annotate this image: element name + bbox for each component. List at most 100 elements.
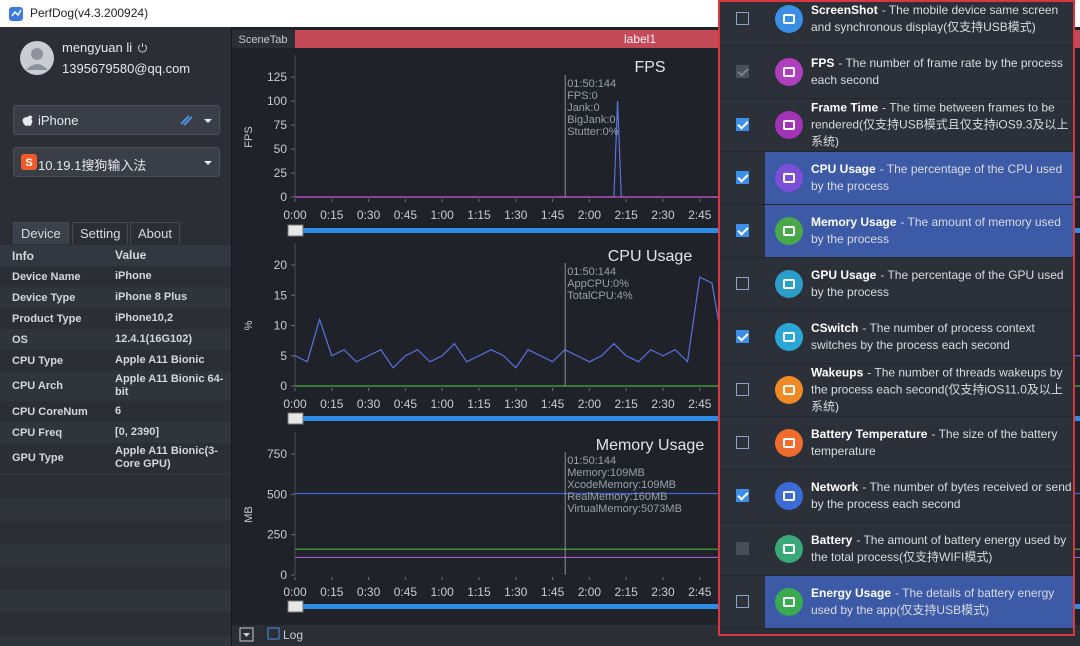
metric-name: Battery xyxy=(811,533,853,547)
row-highlight xyxy=(765,152,1073,204)
scroll-handle[interactable] xyxy=(287,224,304,237)
tooltip-line: Stutter:0% xyxy=(567,126,619,138)
x-tick-label: 2:30 xyxy=(651,208,675,222)
metric-description: - The size of the battery temperature xyxy=(811,427,1058,458)
x-tick-label: 2:00 xyxy=(578,397,602,411)
scroll-handle[interactable] xyxy=(287,600,304,613)
metric-row[interactable]: Battery Temperature - The size of the bat… xyxy=(720,417,1073,470)
scrollbar[interactable] xyxy=(300,604,1080,609)
log-label[interactable]: Log xyxy=(283,628,303,642)
y-tick-label: 75 xyxy=(274,118,288,132)
x-tick-label: 2:00 xyxy=(578,585,602,599)
scroll-handle[interactable] xyxy=(287,412,304,425)
y-tick-label: 125 xyxy=(267,70,287,84)
x-tick-label: 0:00 xyxy=(283,208,307,222)
metric-description: - The amount of battery energy used by t… xyxy=(811,533,1067,564)
metric-row[interactable]: Battery - The amount of battery energy us… xyxy=(720,523,1073,576)
y-tick-label: 100 xyxy=(267,94,287,108)
x-tick-label: 0:30 xyxy=(357,585,381,599)
metric-row[interactable]: ScreenShot - The mobile device same scree… xyxy=(720,2,1073,46)
check-mark xyxy=(737,171,749,183)
dropdown-arrow xyxy=(204,161,212,165)
checkbox[interactable] xyxy=(736,277,749,290)
metric-row[interactable]: Energy Usage - The details of battery ene… xyxy=(720,576,1073,629)
metric-row[interactable]: CSwitch - The number of process context s… xyxy=(720,311,1073,364)
y-tick-label: 0 xyxy=(280,568,287,582)
y-tick-label: 500 xyxy=(267,487,287,501)
checkbox[interactable] xyxy=(736,489,749,502)
info-value: 6 xyxy=(115,405,122,417)
x-tick-label: 2:15 xyxy=(614,397,638,411)
info-key: OS xyxy=(12,333,28,346)
tooltip-line: TotalCPU:4% xyxy=(567,290,633,302)
scrollbar[interactable] xyxy=(300,228,1080,233)
app-selector[interactable]: S 10.19.1搜狗输入法 xyxy=(13,147,220,177)
metric-icon xyxy=(775,429,803,457)
x-tick-label: 0:45 xyxy=(394,208,418,222)
y-axis-label: FPS xyxy=(243,126,255,147)
link-dropdown xyxy=(180,115,212,126)
icon-glyph xyxy=(783,279,795,289)
metric-text: Wakeups - The number of threads wakeups b… xyxy=(811,365,1073,416)
checkbox[interactable] xyxy=(736,330,749,343)
x-tick-label: 0:15 xyxy=(320,397,344,411)
y-tick-label: 15 xyxy=(274,288,288,302)
checkbox[interactable] xyxy=(736,118,749,131)
scene-tab[interactable]: SceneTab xyxy=(239,34,288,46)
scrollbar[interactable] xyxy=(300,416,1080,421)
metric-text: FPS - The number of frame rate by the pro… xyxy=(811,55,1073,89)
x-tick-label: 2:45 xyxy=(688,397,712,411)
icon-glyph xyxy=(783,597,795,607)
info-row: GPU Type Apple A11 Bionic(3-Core GPU) xyxy=(0,443,231,473)
metric-name: Battery Temperature xyxy=(811,427,928,441)
checkbox[interactable] xyxy=(736,224,749,237)
metric-icon xyxy=(775,482,803,510)
info-key: CPU Freq xyxy=(12,426,63,439)
metric-description: - The percentage of the CPU used by the … xyxy=(811,162,1063,193)
x-tick-label: 1:45 xyxy=(541,397,565,411)
chart-title: Memory Usage xyxy=(596,437,705,454)
metric-row[interactable]: Network - The number of bytes received or… xyxy=(720,470,1073,523)
checkbox[interactable] xyxy=(736,383,749,396)
tab[interactable]: About xyxy=(130,222,180,244)
checkbox[interactable] xyxy=(736,436,749,449)
info-value: iPhone 8 Plus xyxy=(115,291,188,303)
x-tick-label: 2:45 xyxy=(688,208,712,222)
log-checkbox[interactable] xyxy=(267,627,280,640)
metric-row[interactable]: FPS - The number of frame rate by the pro… xyxy=(720,46,1073,99)
metric-row[interactable]: Wakeups - The number of threads wakeups b… xyxy=(720,364,1073,417)
metric-row[interactable]: CPU Usage - The percentage of the CPU use… xyxy=(720,152,1073,205)
metric-icon xyxy=(775,111,803,139)
expand-button[interactable] xyxy=(239,627,254,642)
tooltip-time: 01:50:144 xyxy=(567,266,616,278)
tooltip-line: VirtualMemory:5073MB xyxy=(567,503,682,515)
metric-row[interactable]: GPU Usage - The percentage of the GPU use… xyxy=(720,258,1073,311)
metric-description: - The time between frames to be rendered… xyxy=(811,100,1069,149)
metric-name: ScreenShot xyxy=(811,3,878,17)
tooltip-time: 01:50:144 xyxy=(567,78,616,90)
label-title[interactable]: label1 xyxy=(624,32,656,46)
x-tick-label: 1:00 xyxy=(431,585,455,599)
y-tick-label: 5 xyxy=(280,349,287,363)
checkbox[interactable] xyxy=(736,171,749,184)
y-axis-label: MB xyxy=(243,506,255,523)
checkbox[interactable] xyxy=(736,595,749,608)
avatar[interactable] xyxy=(19,40,55,76)
x-tick-label: 2:45 xyxy=(688,585,712,599)
svg-text:S: S xyxy=(25,157,32,169)
metric-row[interactable]: Frame Time - The time between frames to b… xyxy=(720,99,1073,152)
y-tick-label: 0 xyxy=(280,379,287,393)
metric-description: - The number of process context switches… xyxy=(811,321,1035,352)
device-selector[interactable]: iPhone xyxy=(13,105,220,135)
y-tick-label: 25 xyxy=(274,166,288,180)
y-tick-label: 0 xyxy=(280,190,287,204)
metric-text: Frame Time - The time between frames to b… xyxy=(811,100,1073,151)
tab[interactable]: Setting xyxy=(72,222,129,244)
tab[interactable]: Device xyxy=(13,222,69,244)
checkbox[interactable] xyxy=(736,12,749,25)
icon-glyph xyxy=(783,226,795,236)
info-row: Device Type iPhone 8 Plus xyxy=(0,287,231,308)
metric-row[interactable]: Memory Usage - The amount of memory used … xyxy=(720,205,1073,258)
power-icon[interactable] xyxy=(137,42,148,53)
